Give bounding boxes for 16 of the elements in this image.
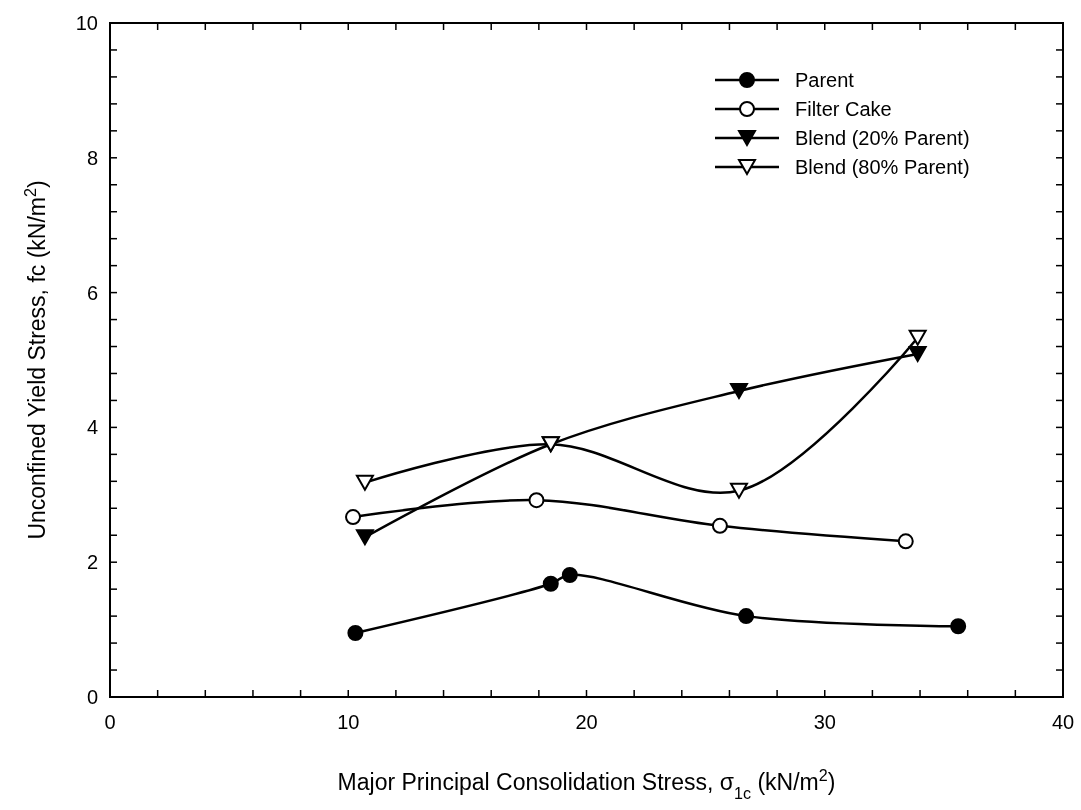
legend-label: Filter Cake bbox=[795, 98, 892, 120]
x-axis-title: Major Principal Consolidation Stress, σ$_{1c}$ (kN/m$^{2}$) bbox=[337, 766, 836, 802]
x-tick-label: 20 bbox=[575, 711, 598, 733]
legend-label: Parent bbox=[795, 69, 855, 91]
y-tick-label: 10 bbox=[75, 12, 98, 34]
x-tick-label: 40 bbox=[1051, 711, 1075, 733]
y-tick-label: 0 bbox=[86, 686, 98, 708]
y-tick-label: 8 bbox=[86, 146, 98, 169]
y-tick-label: 6 bbox=[86, 281, 98, 304]
x-tick-label: 30 bbox=[813, 711, 836, 733]
y-tick-label: 2 bbox=[86, 551, 98, 574]
x-tick-label: 10 bbox=[337, 711, 360, 733]
y-tick-label: 4 bbox=[86, 416, 98, 439]
x-tick-label: 0 bbox=[104, 711, 116, 733]
legend-label: Blend (80% Parent) bbox=[795, 156, 970, 178]
legend-label: Blend (20% Parent) bbox=[795, 127, 970, 149]
